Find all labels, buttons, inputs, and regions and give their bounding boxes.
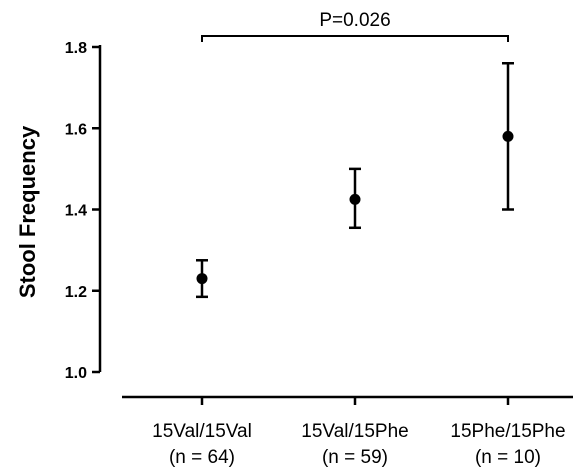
data-point [196, 273, 208, 285]
y-tick-label: 1.8 [65, 40, 87, 57]
y-tick-label: 1.6 [65, 121, 87, 138]
data-point [502, 130, 514, 142]
significance-annotation: P=0.026 [201, 10, 509, 42]
x-tick-sublabel: (n = 10) [475, 447, 541, 468]
y-ticks: 1.0 1.2 1.4 1.6 1.8 [65, 40, 100, 382]
y-axis-label: Stool Frequency [15, 125, 40, 298]
x-ticks: 15Val/15Val (n = 64) 15Val/15Phe (n = 59) 15… [152, 397, 566, 468]
x-tick-label: 15Val/15Phe [301, 421, 408, 442]
data-point [349, 193, 361, 205]
data-marks [196, 62, 514, 299]
x-tick-sublabel: (n = 64) [169, 447, 235, 468]
x-tick-label: 15Val/15Val [152, 421, 252, 442]
y-tick-label: 1.2 [65, 284, 87, 301]
x-tick-label: 15Phe/15Phe [450, 421, 565, 442]
significance-bracket [201, 35, 509, 42]
y-tick-label: 1.0 [65, 365, 87, 382]
x-tick-sublabel: (n = 59) [322, 447, 388, 468]
y-tick-label: 1.4 [65, 203, 87, 220]
p-value-label: P=0.026 [319, 10, 390, 31]
